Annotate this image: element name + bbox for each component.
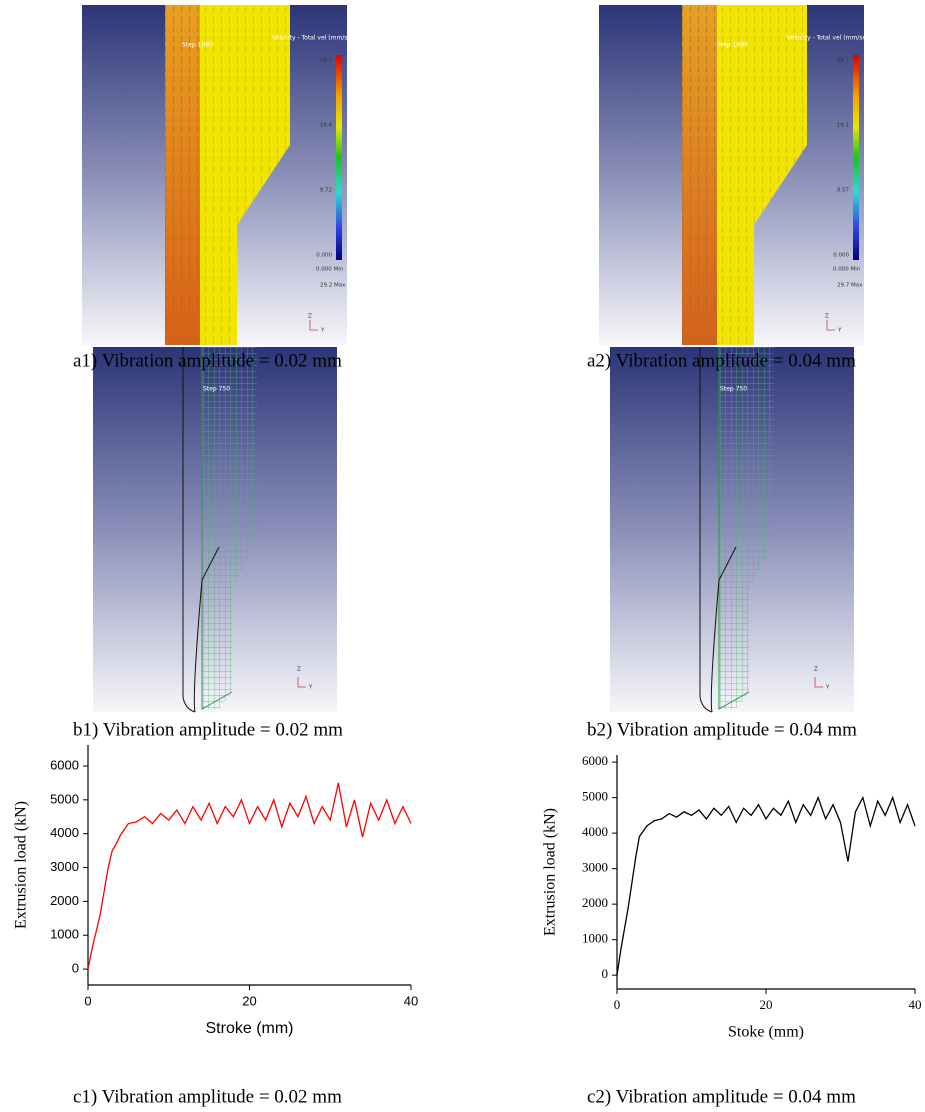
x-tick-label: 40: [909, 997, 922, 1012]
axis-y: Y: [825, 685, 830, 691]
caption: c1) Vibration amplitude = 0.02 mm: [73, 1086, 342, 1107]
axis-y: Y: [837, 328, 842, 334]
legend-tick: 9.72: [320, 188, 332, 194]
y-tick-label: 5000: [582, 789, 608, 804]
x-tick-label: 0: [614, 997, 621, 1012]
legend-tick: 19.1: [837, 123, 849, 129]
y-tick-label: 3000: [50, 859, 79, 874]
data-line: [87, 782, 412, 970]
x-axis-label: Stroke (mm): [206, 1020, 294, 1037]
step-label: Step 750: [720, 386, 747, 393]
y-tick-label: 6000: [50, 757, 79, 772]
x-tick-label: 0: [84, 993, 91, 1008]
x-tick-label: 20: [242, 993, 256, 1008]
axis-z: Z: [308, 314, 312, 320]
x-tick-label: 20: [760, 997, 773, 1012]
legend-min: 0.000 Min: [316, 267, 344, 273]
y-tick-label: 2000: [50, 893, 79, 908]
axis-y: Y: [308, 685, 313, 691]
y-tick-label: 0: [602, 966, 609, 981]
y-tick-label: 6000: [582, 753, 608, 768]
step-label: Step 1090: [717, 42, 748, 49]
chart: 0 1000 2000 3000 4000 5000 6000 0 20 40 Stroke (mm…: [13, 745, 418, 1037]
y-tick-label: 3000: [582, 860, 608, 875]
legend-max: 29.7 Max: [837, 283, 863, 289]
y-tick-label: 2000: [582, 895, 608, 910]
legend-tick: 0.000: [316, 253, 332, 259]
chart: 0 1000 2000 3000 4000 5000 6000 0 20 40 Stoke (mm)…: [542, 753, 922, 1041]
y-axis-label: Extrusion load (kN): [542, 808, 559, 936]
legend-tick: 9.57: [837, 188, 850, 194]
axis-y: Y: [320, 328, 325, 334]
legend-max: 29.2 Max: [320, 283, 346, 289]
step-label: Step 750: [203, 386, 230, 393]
axis-z: Z: [825, 314, 829, 320]
legend-tick: 28.7: [837, 58, 850, 64]
axis-z: Z: [814, 667, 818, 673]
panel-a2: Step 1090 Velocity - Total vel (mm/sec) …: [598, 4, 872, 346]
legend-tick: 29.1: [320, 58, 332, 64]
x-tick-label: 40: [404, 993, 418, 1008]
panel-a1: Step 1090 Velocity - Total vel (mm/sec) …: [81, 4, 357, 346]
y-tick-label: 4000: [582, 824, 608, 839]
y-tick-label: 1000: [50, 927, 79, 942]
caption: b2) Vibration amplitude = 0.04 mm: [587, 719, 857, 740]
axis-z: Z: [297, 667, 301, 673]
step-label: Step 1090: [182, 42, 213, 49]
legend-min: 0.000 Min: [833, 267, 861, 273]
y-tick-label: 4000: [50, 825, 79, 840]
data-line: [616, 795, 916, 976]
legend-tick: 19.4: [320, 123, 333, 129]
panel-b2: Step 750 Z Y: [609, 346, 855, 713]
caption: a1) Vibration amplitude = 0.02 mm: [73, 350, 342, 371]
y-tick-label: 0: [72, 961, 79, 976]
y-tick-label: 5000: [50, 791, 79, 806]
y-axis-label: Extrusion load (kN): [13, 801, 30, 929]
x-axis-label: Stoke (mm): [728, 1024, 804, 1041]
caption: b1) Vibration amplitude = 0.02 mm: [73, 719, 343, 740]
legend-title: Velocity - Total vel (mm/sec): [272, 35, 357, 42]
legend-title: Velocity - Total vel (mm/sec): [787, 35, 872, 42]
legend-tick: 0.000: [833, 253, 849, 259]
panel-b1: Step 750 Z Y: [92, 346, 338, 713]
caption: c2) Vibration amplitude = 0.04 mm: [587, 1086, 856, 1107]
y-tick-label: 1000: [582, 931, 608, 946]
caption: a2) Vibration amplitude = 0.04 mm: [587, 350, 856, 371]
